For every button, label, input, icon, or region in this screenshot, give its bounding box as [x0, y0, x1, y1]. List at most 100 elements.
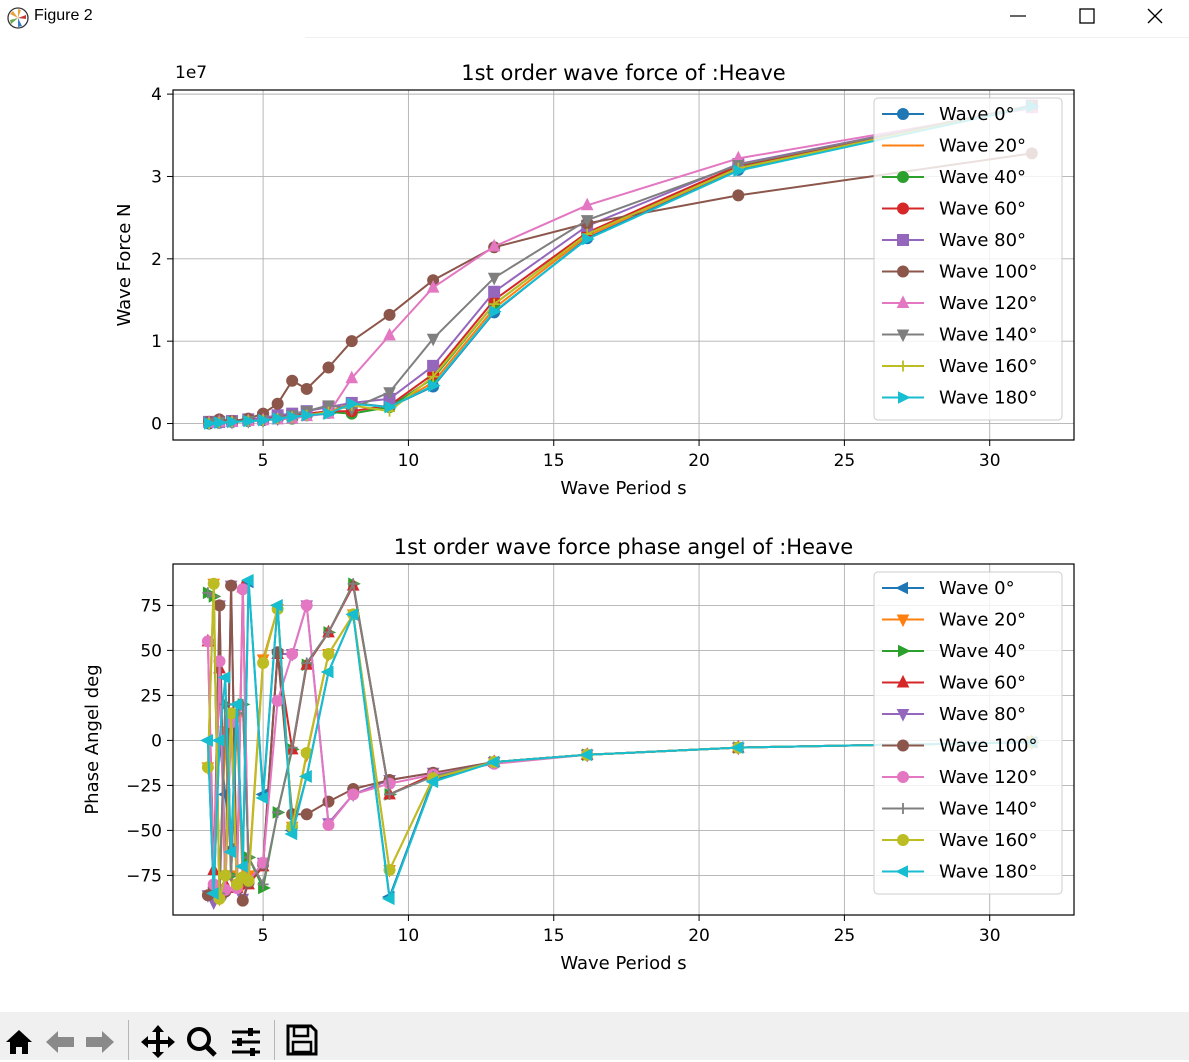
save-button[interactable]	[284, 1022, 320, 1058]
y-offset-label: 1e7	[175, 63, 207, 83]
data-point	[322, 648, 335, 660]
data-point	[211, 734, 225, 747]
legend-marker	[895, 865, 908, 878]
data-point	[384, 400, 398, 414]
data-point	[272, 806, 284, 818]
data-point	[229, 698, 242, 711]
legend-label: Wave 60°	[939, 199, 1026, 220]
data-point	[732, 189, 745, 202]
y-tick-label: 2	[151, 250, 162, 270]
data-point	[242, 874, 255, 887]
data-point	[323, 407, 337, 420]
maximize-icon	[1079, 8, 1095, 24]
legend-marker	[896, 295, 910, 308]
data-point	[579, 748, 593, 762]
legend-marker	[896, 329, 910, 343]
y-tick-label: 25	[140, 686, 162, 706]
configure-subplots-button[interactable]	[228, 1022, 264, 1058]
data-point	[425, 775, 439, 789]
close-button[interactable]	[1121, 0, 1189, 32]
zoom-button[interactable]	[184, 1022, 220, 1058]
data-point	[286, 374, 299, 387]
legend-marker	[897, 739, 909, 752]
legend-marker	[897, 834, 909, 846]
legend-entry: Wave 160°	[882, 356, 1037, 377]
legend-marker	[897, 771, 909, 783]
legend-label: Wave 0°	[939, 578, 1015, 599]
pan-button[interactable]	[140, 1022, 176, 1058]
data-point	[236, 583, 249, 596]
legend-entry: Wave 180°	[882, 388, 1037, 409]
data-point	[271, 694, 284, 707]
data-point	[381, 892, 395, 906]
data-point	[428, 379, 441, 392]
legend-label: Wave 180°	[939, 388, 1037, 409]
legend-marker	[896, 674, 910, 688]
data-point	[243, 851, 255, 863]
legend-marker	[898, 391, 911, 404]
data-point	[227, 415, 240, 429]
data-point	[204, 417, 217, 430]
data-point	[236, 894, 249, 907]
data-point	[322, 626, 334, 638]
data-point	[243, 414, 256, 428]
x-tick-label: 10	[398, 926, 420, 946]
legend-marker	[896, 709, 910, 722]
chart-title: 1st order wave force phase angel of :Hea…	[394, 535, 853, 559]
legend-label: Wave 40°	[939, 641, 1026, 662]
legend-entry: Wave 140°	[882, 799, 1037, 820]
y-tick-label: −25	[126, 776, 162, 796]
legend: Wave 0° Wave 20° Wave 40° Wave 60° Wave 80° W…	[873, 97, 1063, 421]
y-tick-label: 0	[151, 415, 162, 435]
legend-marker	[897, 234, 909, 246]
legend-entry: Wave 0°	[882, 578, 1015, 599]
minimize-button[interactable]	[984, 0, 1052, 32]
data-point	[272, 412, 286, 425]
x-tick-label: 30	[979, 451, 1001, 471]
close-icon	[1147, 8, 1163, 24]
series-line	[208, 152, 1033, 423]
y-axis-label: Wave Force N	[114, 203, 135, 326]
data-point	[225, 579, 238, 592]
series-9	[200, 573, 1037, 906]
legend-marker	[897, 803, 909, 814]
y-axis-label: Phase Angel deg	[82, 664, 103, 814]
back-button[interactable]	[42, 1022, 78, 1058]
data-point	[322, 819, 335, 831]
legend-entry: Wave 0°	[882, 104, 1015, 125]
data-point	[287, 410, 300, 424]
data-point	[730, 741, 744, 754]
legend-entry: Wave 80°	[882, 230, 1026, 251]
data-point	[489, 305, 502, 318]
legend-entry: Wave 60°	[882, 673, 1026, 694]
wave-force-axes: 5 10 15 20 25 30 0 1 2 3 4 1st order wave force of …	[114, 61, 1075, 499]
navigation-toolbar	[0, 1012, 1189, 1060]
data-point	[301, 657, 313, 669]
y-tick-label: −75	[126, 866, 162, 886]
home-button[interactable]	[2, 1022, 38, 1058]
legend-label: Wave 0°	[939, 104, 1015, 125]
maximize-button[interactable]	[1053, 0, 1121, 32]
legend-label: Wave 80°	[939, 230, 1026, 251]
data-point	[733, 164, 746, 178]
data-point	[270, 599, 283, 612]
legend-label: Wave 20°	[939, 136, 1026, 157]
data-point	[383, 777, 396, 790]
legend-label: Wave 120°	[939, 293, 1037, 314]
legend-entry: Wave 100°	[882, 262, 1037, 283]
y-tick-label: 75	[140, 596, 162, 616]
phase-angle-axes: 5 10 15 20 25 30 −75 −50 −25 0 25 50 75 1st order wav…	[82, 535, 1075, 974]
legend-label: Wave 60°	[939, 673, 1026, 694]
home-icon	[6, 1030, 32, 1054]
data-point	[347, 788, 360, 801]
legend-marker	[897, 202, 909, 215]
data-point	[580, 215, 594, 228]
figure-canvas[interactable]: 5 10 15 20 25 30 0 1 2 3 4 1st order wave force of …	[0, 38, 1189, 1012]
data-point	[427, 359, 440, 372]
data-point	[258, 413, 271, 427]
forward-button[interactable]	[82, 1022, 118, 1058]
data-point	[345, 335, 358, 348]
legend-entry: Wave 20°	[882, 610, 1026, 631]
data-point	[219, 869, 232, 882]
x-tick-label: 15	[543, 926, 565, 946]
